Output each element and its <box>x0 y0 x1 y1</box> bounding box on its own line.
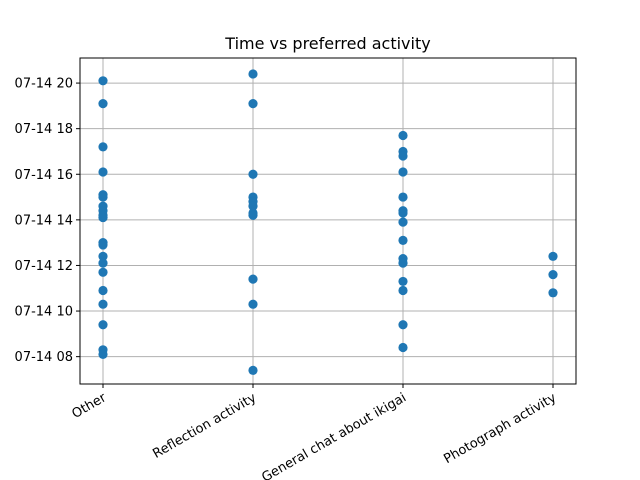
data-point <box>398 208 408 218</box>
data-point <box>98 167 108 177</box>
y-tick-label: 07-14 08 <box>15 350 73 365</box>
y-tick-label: 07-14 12 <box>15 259 73 274</box>
data-point <box>548 288 558 298</box>
data-point <box>398 342 408 353</box>
data-point <box>98 142 108 152</box>
data-point <box>98 349 108 359</box>
data-point <box>98 76 108 86</box>
data-point <box>248 299 258 309</box>
y-tick-label: 07-14 10 <box>15 305 73 320</box>
data-point <box>398 258 408 268</box>
data-point <box>98 267 108 277</box>
data-point <box>98 98 108 109</box>
data-point <box>98 299 108 309</box>
data-point <box>398 192 408 202</box>
data-point <box>398 235 408 245</box>
data-points <box>98 69 558 375</box>
plot-frame <box>79 57 577 385</box>
y-tick-label: 07-14 14 <box>15 213 73 228</box>
data-point <box>98 258 108 268</box>
data-point <box>98 212 108 223</box>
data-point <box>398 151 408 161</box>
data-point <box>98 320 108 330</box>
data-point <box>398 285 408 296</box>
x-tick-label: Photograph activity <box>441 390 559 467</box>
x-tick-label: Other <box>70 390 110 422</box>
data-point <box>398 130 408 141</box>
data-point <box>248 365 258 375</box>
data-point <box>248 201 258 211</box>
data-point <box>248 69 258 79</box>
data-point <box>98 192 108 202</box>
data-point <box>248 169 258 179</box>
data-point <box>98 251 108 261</box>
data-point <box>548 269 558 280</box>
chart-title: Time vs preferred activity <box>224 34 430 53</box>
y-tick-label: 07-14 16 <box>15 168 73 183</box>
x-axis-ticks: Other Reflection activity General chat abo… <box>70 384 559 480</box>
x-tick-label: General chat about ikigai <box>259 390 409 480</box>
x-tick-label: Reflection activity <box>150 390 259 462</box>
grid <box>80 58 576 384</box>
data-point <box>248 210 258 220</box>
data-point <box>398 320 408 330</box>
data-point <box>98 285 108 296</box>
y-tick-label: 07-14 20 <box>15 77 73 92</box>
data-point <box>398 276 408 287</box>
y-axis-ticks: 07-14 08 07-14 10 07-14 12 07-14 14 07-14 16… <box>15 77 80 365</box>
y-tick-label: 07-14 18 <box>15 122 73 137</box>
data-point <box>548 251 558 261</box>
data-point <box>248 274 258 284</box>
data-point <box>398 167 408 177</box>
data-point <box>248 98 258 109</box>
data-point <box>98 240 108 250</box>
data-point <box>398 217 408 227</box>
